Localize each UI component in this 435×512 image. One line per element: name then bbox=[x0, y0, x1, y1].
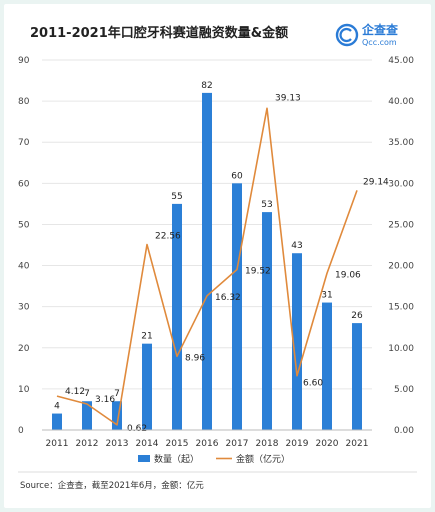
y-right-tick-label: 45.00 bbox=[388, 56, 414, 66]
bar bbox=[232, 183, 242, 430]
x-tick-label: 2021 bbox=[346, 439, 369, 449]
x-tick-label: 2018 bbox=[256, 439, 279, 449]
bar-value-label: 21 bbox=[141, 332, 152, 342]
bar-series: 4 7 7 21 55 82 60 53 43 31 26 bbox=[52, 81, 363, 430]
bar-value-label: 55 bbox=[171, 192, 182, 202]
y-right-tick-label: 10.00 bbox=[388, 344, 414, 354]
legend-label-amount: 金额（亿元） bbox=[236, 453, 290, 465]
x-tick-label: 2013 bbox=[106, 439, 129, 449]
x-axis: 2011 2012 2013 2014 2015 2016 2017 2018 2019 2020… bbox=[42, 429, 372, 449]
bar bbox=[262, 212, 272, 430]
y-right-tick-label: 20.00 bbox=[388, 262, 414, 272]
source-note: Source：企查查，截至2021年6月，金额：亿元 bbox=[20, 480, 204, 491]
bar-value-label: 7 bbox=[84, 389, 90, 399]
bar bbox=[112, 401, 122, 430]
y-right-tick-label: 0.00 bbox=[394, 426, 414, 436]
line-value-label: 0.62 bbox=[127, 424, 147, 434]
bar bbox=[82, 401, 92, 430]
line-value-label: 39.13 bbox=[275, 93, 301, 103]
bar-value-label: 82 bbox=[201, 81, 212, 91]
x-tick-label: 2017 bbox=[226, 439, 249, 449]
bar bbox=[292, 253, 302, 430]
bar bbox=[172, 203, 182, 430]
line-value-label: 4.12 bbox=[65, 387, 85, 397]
y-right-tick-label: 5.00 bbox=[394, 385, 414, 395]
line-value-label: 19.06 bbox=[335, 270, 361, 280]
line-value-label: 3.16 bbox=[95, 395, 115, 405]
x-tick-label: 2016 bbox=[196, 439, 219, 449]
bar-value-label: 53 bbox=[261, 200, 272, 210]
line-value-label: 8.96 bbox=[185, 353, 205, 363]
y-axis-right: 0.00 5.00 10.00 15.00 20.00 25.00 30.00 35.00 40… bbox=[388, 56, 414, 436]
y-left-tick-label: 50 bbox=[18, 220, 30, 230]
chart-title: 2011-2021年口腔牙科赛道融资数量&金额 bbox=[30, 25, 288, 41]
y-left-tick-label: 90 bbox=[18, 56, 30, 66]
bar-value-label: 4 bbox=[54, 402, 60, 412]
x-tick-label: 2011 bbox=[46, 439, 69, 449]
y-left-tick-label: 40 bbox=[18, 262, 30, 272]
legend-swatch-count bbox=[138, 455, 150, 462]
line-series: 4.12 3.16 0.62 22.56 8.96 16.32 19.52 39.13 6.60… bbox=[56, 93, 389, 434]
bar bbox=[52, 413, 62, 430]
chart-card: 2011-2021年口腔牙科赛道融资数量&金额 企查查 Qcc.com 0 10 2… bbox=[4, 4, 431, 508]
bar-value-label: 7 bbox=[114, 389, 120, 399]
y-left-tick-label: 20 bbox=[18, 344, 30, 354]
y-left-tick-label: 70 bbox=[18, 138, 30, 148]
y-right-tick-label: 25.00 bbox=[388, 220, 414, 230]
y-right-tick-label: 35.00 bbox=[388, 138, 414, 148]
logo-icon bbox=[335, 23, 359, 47]
x-tick-label: 2020 bbox=[316, 439, 339, 449]
line-value-label: 22.56 bbox=[155, 232, 181, 242]
line-value-label: 16.32 bbox=[215, 293, 241, 303]
y-left-tick-label: 0 bbox=[18, 426, 24, 436]
bar bbox=[142, 343, 152, 430]
logo-url: Qcc.com bbox=[362, 38, 397, 47]
line-value-label: 6.60 bbox=[303, 379, 323, 389]
line-value-label: 19.52 bbox=[245, 267, 271, 277]
y-left-tick-label: 80 bbox=[18, 97, 30, 107]
y-right-tick-label: 15.00 bbox=[388, 303, 414, 313]
bar bbox=[202, 92, 212, 430]
y-right-tick-label: 40.00 bbox=[388, 97, 414, 107]
logo: 企查查 Qcc.com bbox=[335, 22, 399, 47]
bar-value-label: 31 bbox=[321, 291, 332, 301]
legend: 数量（起） 金额（亿元） bbox=[138, 453, 290, 465]
y-left-tick-label: 10 bbox=[18, 385, 30, 395]
x-tick-label: 2019 bbox=[286, 439, 309, 449]
x-tick-label: 2015 bbox=[166, 439, 189, 449]
legend-label-count: 数量（起） bbox=[154, 453, 199, 465]
x-tick-label: 2014 bbox=[136, 439, 159, 449]
line-value-label: 29.14 bbox=[363, 177, 389, 187]
y-right-tick-label: 30.00 bbox=[388, 179, 414, 189]
bar bbox=[352, 323, 362, 430]
gridlines bbox=[42, 59, 372, 390]
bar-value-label: 26 bbox=[351, 311, 363, 321]
logo-name: 企查查 bbox=[361, 22, 399, 37]
bar-value-label: 60 bbox=[231, 171, 243, 181]
y-left-tick-label: 60 bbox=[18, 179, 30, 189]
y-axis-left: 0 10 20 30 40 50 60 70 80 90 bbox=[18, 56, 30, 436]
logo-icon-inner bbox=[339, 27, 352, 43]
y-left-tick-label: 30 bbox=[18, 303, 30, 313]
bar bbox=[322, 302, 332, 430]
bar-value-label: 43 bbox=[291, 241, 302, 251]
chart: 2011-2021年口腔牙科赛道融资数量&金额 企查查 Qcc.com 0 10 2… bbox=[18, 22, 417, 491]
x-tick-label: 2012 bbox=[76, 439, 99, 449]
